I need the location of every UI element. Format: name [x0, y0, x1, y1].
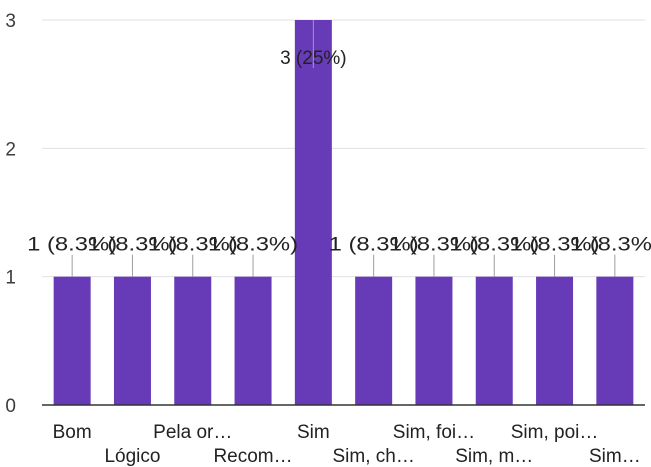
x-tick-label: Recom… [213, 446, 292, 467]
bar [53, 276, 91, 405]
bar [174, 276, 212, 405]
data-label: 1 (8.3%) [570, 235, 651, 256]
data-label: 1 (8.3%) [389, 235, 479, 256]
data-label: 1 (8.3%) [148, 235, 238, 256]
x-tick-label: Sim… [589, 446, 641, 467]
x-tick-label: Sim, ch… [332, 446, 414, 467]
x-tick-label: Lógico [104, 446, 160, 467]
y-tick-label: 2 [5, 139, 16, 160]
x-tick-label: Sim, foi… [393, 422, 475, 443]
data-label: 1 (8.3%) [510, 235, 600, 256]
bar [475, 276, 513, 405]
y-tick-label: 0 [5, 396, 16, 417]
bar [113, 276, 151, 405]
y-axis-ticks: 0 1 2 3 [5, 11, 16, 417]
bar [596, 276, 634, 405]
x-tick-label: Sim [297, 422, 330, 443]
x-tick-label: Sim, poi… [511, 422, 599, 443]
x-tick-label: Sim, m… [455, 446, 533, 467]
data-label: 1 (8.3%) [208, 235, 298, 256]
x-tick-label: Bom [53, 422, 92, 443]
bar [415, 276, 453, 405]
y-tick-label: 1 [5, 268, 16, 289]
bars [53, 20, 634, 405]
data-label: 3 (25%) [280, 48, 347, 69]
data-label: 1 (8.3%) [87, 235, 177, 256]
data-label: 1 (8.3%) [27, 235, 117, 256]
bar [294, 20, 332, 405]
x-tick-label: Pela or… [153, 422, 232, 443]
data-label: 1 (8.3%) [449, 235, 539, 256]
data-labels: 1 (8.3%)1 (8.3%)1 (8.3%)1 (8.3%)3 (25%)1… [27, 48, 651, 256]
y-tick-label: 3 [5, 11, 16, 32]
label-leader-lines [71, 20, 616, 277]
bar [234, 276, 272, 405]
data-label: 1 (8.3%) [329, 235, 419, 256]
bar [355, 276, 393, 405]
bar [536, 276, 574, 405]
